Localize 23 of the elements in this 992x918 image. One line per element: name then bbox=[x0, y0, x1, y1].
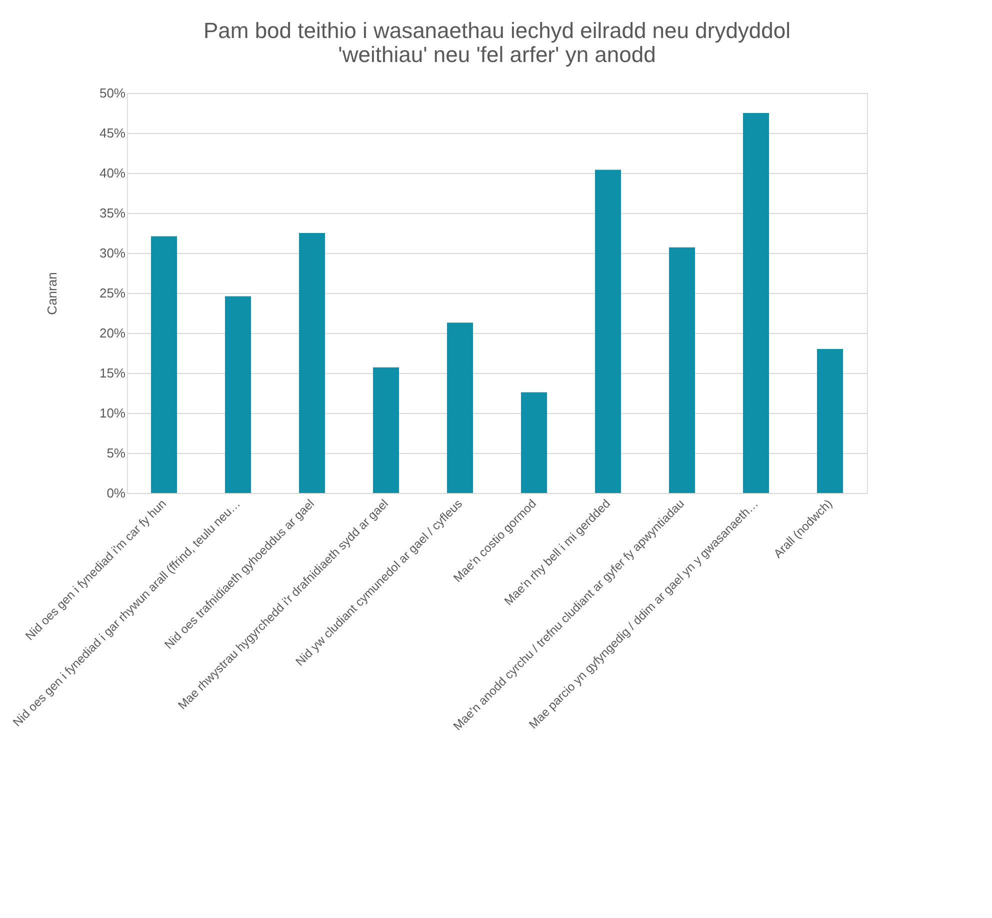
y-tick-label: 5% bbox=[106, 446, 126, 460]
y-tick-label: 20% bbox=[99, 326, 126, 340]
y-tick-label: 15% bbox=[99, 366, 126, 380]
bar bbox=[669, 247, 695, 493]
y-tick-label: 50% bbox=[99, 86, 126, 100]
bar bbox=[595, 170, 621, 493]
bar bbox=[817, 349, 843, 493]
bar bbox=[299, 233, 325, 493]
chart-title: Pam bod teithio i wasanaethau iechyd eilradd neu drydyddol 'weithiau' neu 'fel arfer' yn anodd bbox=[203, 18, 791, 67]
bar bbox=[743, 113, 769, 493]
y-tick-label: 30% bbox=[99, 246, 126, 260]
y-tick-label: 45% bbox=[99, 126, 126, 140]
y-axis-title: Canran bbox=[44, 272, 60, 315]
bar bbox=[225, 296, 251, 493]
y-tick-label: 10% bbox=[99, 406, 126, 420]
y-tick-label: 25% bbox=[99, 286, 126, 300]
y-tick-label: 40% bbox=[99, 166, 126, 180]
bar bbox=[373, 367, 399, 493]
y-tick-label: 0% bbox=[106, 486, 126, 500]
bar bbox=[447, 322, 473, 493]
bar bbox=[521, 392, 547, 493]
y-tick-label: 35% bbox=[99, 206, 126, 220]
bar bbox=[151, 236, 177, 493]
